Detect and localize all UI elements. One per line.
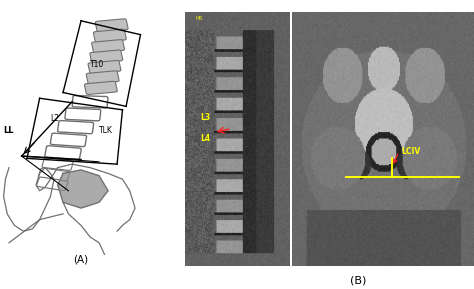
FancyBboxPatch shape <box>42 158 73 171</box>
Text: T10: T10 <box>90 60 104 69</box>
FancyBboxPatch shape <box>36 177 68 190</box>
FancyBboxPatch shape <box>91 40 125 53</box>
Text: L4: L4 <box>201 134 210 143</box>
FancyBboxPatch shape <box>93 29 126 42</box>
FancyBboxPatch shape <box>45 146 81 160</box>
Text: (A): (A) <box>73 254 89 264</box>
Text: L2: L2 <box>50 114 59 123</box>
Text: HR: HR <box>195 16 202 21</box>
FancyBboxPatch shape <box>86 71 119 84</box>
Polygon shape <box>58 170 108 208</box>
FancyBboxPatch shape <box>90 50 123 63</box>
FancyBboxPatch shape <box>84 81 117 95</box>
Text: LCIV: LCIV <box>401 147 420 156</box>
Text: TLK: TLK <box>99 126 113 135</box>
Text: (B): (B) <box>350 275 366 285</box>
FancyBboxPatch shape <box>38 168 70 181</box>
Text: L3: L3 <box>201 113 210 122</box>
FancyBboxPatch shape <box>88 60 121 74</box>
FancyBboxPatch shape <box>95 19 128 32</box>
FancyBboxPatch shape <box>58 121 94 134</box>
FancyBboxPatch shape <box>65 108 101 121</box>
FancyBboxPatch shape <box>50 133 87 147</box>
Text: LL: LL <box>4 126 14 135</box>
FancyBboxPatch shape <box>72 95 108 108</box>
